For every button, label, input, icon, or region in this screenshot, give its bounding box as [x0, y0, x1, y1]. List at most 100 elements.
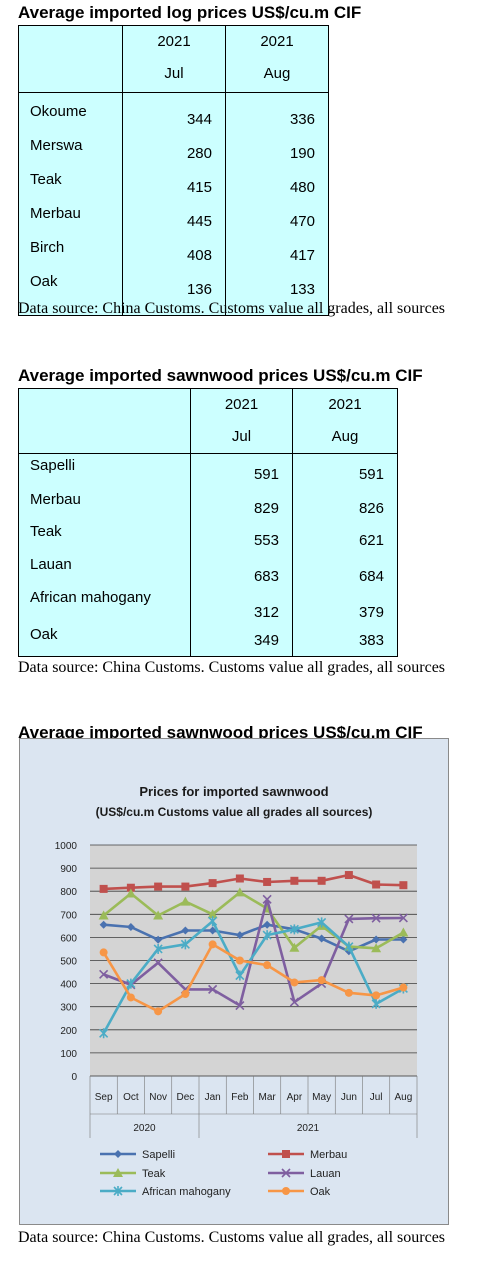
data-point: [154, 1007, 163, 1016]
data-point: [208, 940, 217, 949]
data-point: [181, 926, 190, 935]
y-tick-label: 700: [60, 910, 77, 921]
data-point: [208, 916, 218, 927]
price-value: 480: [289, 179, 315, 196]
chart-subtitle: (US$/cu.m Customs value all grades all s…: [96, 805, 373, 819]
legend-item-merbau: Merbau: [268, 1149, 347, 1161]
series-line: [102, 943, 404, 1013]
price-value: 379: [358, 604, 384, 621]
legend-marker: [113, 1186, 123, 1196]
column-header-jul: 2021 Jul: [190, 388, 293, 454]
data-point: [99, 969, 109, 979]
column-month: Aug: [331, 428, 359, 445]
species-name: Teak: [30, 171, 62, 188]
legend-marker: [281, 1168, 291, 1178]
data-point: [153, 910, 164, 920]
data-point: [344, 988, 353, 997]
price-value: 133: [289, 281, 315, 298]
log-table-title: Average imported log prices US$/cu.m CIF: [18, 3, 362, 22]
x-tick-label: Nov: [149, 1092, 167, 1103]
data-point: [154, 935, 163, 944]
y-tick-label: 1000: [55, 841, 78, 852]
x-tick-label: Oct: [123, 1092, 139, 1103]
price-value: 683: [253, 568, 279, 585]
aug-price-column: 336 190 480 470 417 133: [225, 92, 329, 316]
data-point: [289, 997, 299, 1007]
species-name: Merswa: [30, 137, 83, 154]
data-point: [372, 935, 381, 944]
data-point: [399, 983, 408, 992]
price-value: 136: [186, 281, 212, 298]
table-body-row: Okoume Merswa Teak Merbau Birch Oak 344 …: [18, 92, 329, 316]
series-oak: [99, 940, 408, 1016]
data-point: [344, 871, 353, 880]
table-header-row: 2021 Jul 2021 Aug: [18, 388, 398, 454]
header-corner-cell: [18, 25, 123, 93]
price-value: 312: [253, 604, 279, 621]
data-point: [153, 958, 163, 968]
data-point: [372, 880, 381, 889]
series-line: [103, 873, 404, 891]
data-point: [263, 961, 272, 970]
x-tick-label: Jan: [205, 1092, 221, 1103]
price-value: 415: [186, 179, 212, 196]
data-point: [153, 943, 163, 954]
legend-label: Teak: [142, 1168, 166, 1180]
data-point: [235, 1000, 245, 1011]
data-point: [371, 943, 382, 953]
species-name: Teak: [30, 523, 62, 540]
y-tick-label: 900: [60, 864, 77, 875]
series-merbau: [99, 871, 408, 893]
data-point: [344, 914, 354, 924]
data-point: [289, 942, 300, 952]
data-point: [289, 924, 299, 935]
data-point: [126, 978, 136, 989]
log-price-table: 2021 Jul 2021 Aug Okoume Merswa Teak Mer…: [18, 25, 329, 316]
x-tick-label: Feb: [231, 1092, 249, 1103]
data-point: [263, 920, 272, 929]
data-point: [263, 877, 272, 886]
table-body-row: Sapelli Merbau Teak Lauan African mahoga…: [18, 453, 398, 657]
legend-item-oak: Oak: [268, 1186, 331, 1198]
data-point: [398, 927, 409, 937]
data-series: [98, 871, 409, 1039]
price-value: 470: [289, 213, 315, 230]
series-line: [103, 923, 404, 953]
price-value: 826: [358, 500, 384, 517]
data-point: [262, 930, 272, 941]
data-point: [290, 978, 299, 987]
chart-title: Prices for imported sawnwood: [139, 784, 328, 799]
data-point: [372, 991, 381, 1000]
legend-item-teak: Teak: [100, 1168, 166, 1180]
species-name: Okoume: [30, 103, 87, 120]
data-point: [235, 956, 244, 965]
species-name: Merbau: [30, 205, 81, 222]
legend-marker: [113, 1168, 123, 1177]
species-name: Merbau: [30, 491, 81, 508]
price-value: 591: [253, 466, 279, 483]
data-point: [344, 941, 354, 952]
price-value: 383: [358, 632, 384, 649]
x-tick-label: May: [312, 1092, 331, 1103]
legend-label: Oak: [310, 1186, 331, 1198]
y-tick-label: 200: [60, 1026, 77, 1037]
sawn-table-title: Average imported sawnwood prices US$/cu.…: [18, 366, 423, 385]
data-point: [207, 909, 218, 919]
legend-label: Sapelli: [142, 1149, 175, 1161]
data-point: [99, 884, 108, 893]
y-tick-label: 600: [60, 933, 77, 944]
legend-marker: [114, 1150, 122, 1158]
chart-legend: Sapelli Merbau Teak Lauan African mahogany Oa…: [100, 1149, 347, 1198]
header-corner-cell: [18, 388, 191, 454]
chart-section-title: Average imported sawnwood prices US$/cu.…: [18, 723, 423, 742]
data-point: [181, 882, 190, 891]
axis-labels: 0 100 200 300 400 500 600 700 800 900 1000 Sep Oct No…: [55, 841, 418, 1138]
data-point: [317, 876, 326, 885]
y-tick-label: 300: [60, 1003, 77, 1014]
data-point: [399, 881, 408, 890]
column-month: Jul: [231, 428, 252, 445]
data-point: [208, 926, 217, 935]
data-point: [208, 984, 218, 994]
data-point: [262, 894, 272, 904]
data-point: [398, 913, 408, 923]
